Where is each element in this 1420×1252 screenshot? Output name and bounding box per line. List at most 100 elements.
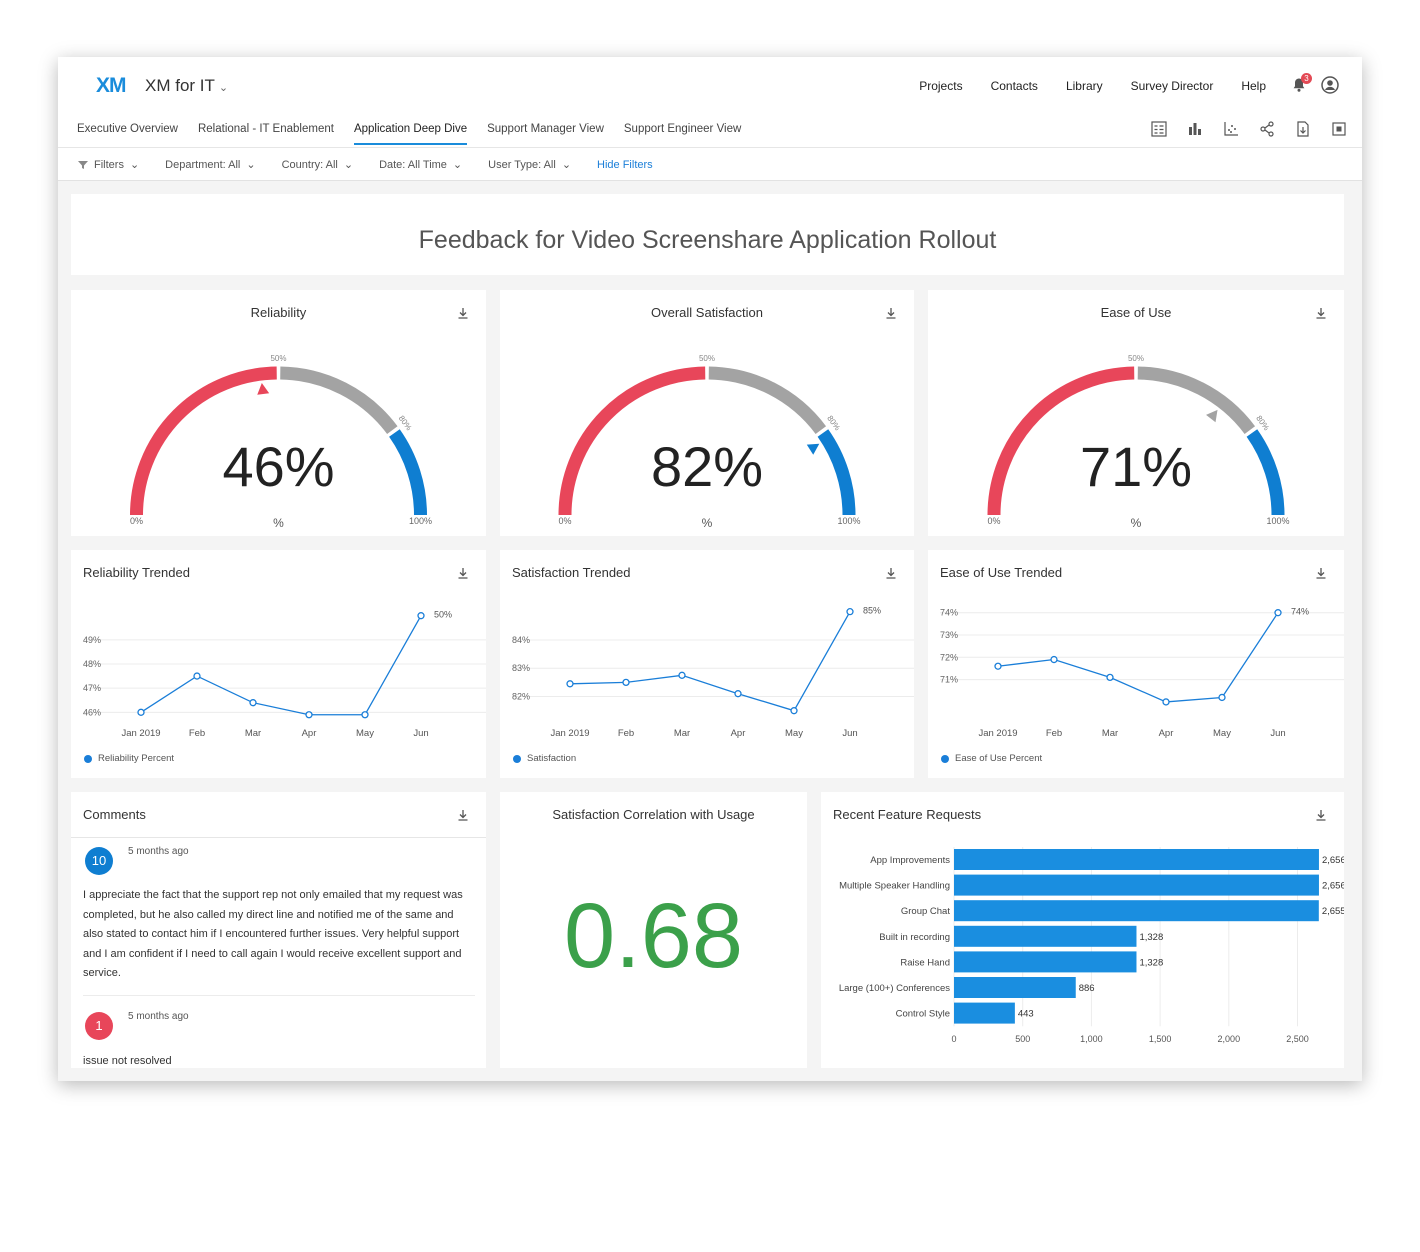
trend-panel-satisfaction: Satisfaction Trended 82% 83% 84% Jan 2019 Feb…: [500, 550, 914, 778]
data-point: [790, 707, 798, 715]
gauge-title: Ease of Use: [1100, 305, 1172, 320]
nav-projects[interactable]: Projects: [919, 79, 963, 93]
x-tick-label: Feb: [1046, 728, 1062, 739]
gauge-panel-ease-of-use: Ease of Use 0% 100% 50% 80% 71%%: [928, 290, 1344, 536]
nav-survey-director[interactable]: Survey Director: [1130, 79, 1214, 93]
data-point: [137, 708, 145, 716]
gauge-panel-reliability: Reliability 0% 100% 50% 80% 46%%: [71, 290, 486, 536]
x-tick-label: Jan 2019: [550, 728, 589, 739]
tab-support-manager-view[interactable]: Support Manager View: [487, 123, 604, 135]
nav-help[interactable]: Help: [1241, 79, 1266, 93]
trend-chart: 82% 83% 84% Jan 2019 Feb Mar Apr May Jun 85%: [512, 606, 914, 739]
score-avatar: 10: [85, 847, 113, 875]
dashboard-tabs: Executive Overview Relational - IT Enabl…: [77, 123, 741, 145]
legend-label: Satisfaction: [527, 753, 577, 764]
trend-title: Reliability Trended: [83, 565, 190, 580]
x-tick-label: 500: [1015, 1034, 1030, 1044]
gauge-title: Reliability: [250, 305, 307, 320]
series-line: [569, 611, 851, 712]
filter-user-type[interactable]: User Type: All ⌄: [488, 158, 571, 172]
download-icon[interactable]: [1315, 307, 1327, 319]
scatter-icon[interactable]: [1222, 120, 1240, 138]
filter-date[interactable]: Date: All Time ⌄: [379, 158, 463, 172]
comment-time: 5 months ago: [128, 846, 189, 857]
app-switcher[interactable]: XM for IT ⌄: [145, 76, 228, 96]
download-icon[interactable]: [457, 809, 469, 821]
gauge-mark-label: 80%: [397, 414, 414, 432]
correlation-value: 0.68: [563, 885, 744, 987]
legend: Reliability Percent: [84, 753, 174, 764]
share-icon[interactable]: [1258, 120, 1276, 138]
gauge-arc-red: [987, 366, 1135, 516]
gauge-chart: 0% 100% 50% 80%: [987, 354, 1289, 526]
tab-support-engineer-view[interactable]: Support Engineer View: [623, 123, 742, 135]
filters-toggle[interactable]: Filters ⌄: [78, 158, 139, 171]
nav-contacts[interactable]: Contacts: [990, 79, 1038, 93]
gauge-title: Overall Satisfaction: [651, 305, 763, 320]
bar-chart-icon[interactable]: [1186, 120, 1204, 138]
divider: [71, 837, 486, 838]
download-icon[interactable]: [457, 307, 469, 319]
filter-department[interactable]: Department: All ⌄: [165, 158, 255, 172]
gauge-chart: 0% 100% 50% 80%: [130, 354, 432, 526]
hide-filters-link[interactable]: Hide Filters: [597, 158, 653, 171]
download-icon[interactable]: [885, 307, 897, 319]
dashboard-window: XM XM for IT ⌄ Projects Contacts Library …: [58, 57, 1362, 1081]
nav-library[interactable]: Library: [1065, 79, 1103, 93]
trend-panel-reliability: Reliability Trended 46% 47% 48% 49% Jan 2019 F…: [71, 550, 486, 778]
download-icon[interactable]: [457, 567, 469, 579]
legend-swatch: [941, 754, 949, 763]
chevron-down-icon: ⌄: [218, 82, 229, 94]
export-icon[interactable]: [1294, 120, 1312, 138]
checklist-icon[interactable]: [1150, 120, 1168, 138]
correlation-panel: Satisfaction Correlation with Usage 0.68: [500, 792, 807, 1068]
xm-logo[interactable]: XM: [96, 74, 126, 97]
x-tick-label: 1,000: [1080, 1034, 1103, 1044]
tab-relational-it-enablement[interactable]: Relational - IT Enablement: [197, 123, 334, 135]
x-tick-label: May: [356, 728, 374, 739]
x-tick-label: Jun: [1270, 728, 1285, 739]
x-tick-label: 2,500: [1286, 1034, 1309, 1044]
filter-country[interactable]: Country: All ⌄: [282, 158, 353, 172]
download-icon[interactable]: [1315, 567, 1327, 579]
data-point: [1218, 693, 1226, 702]
gauge-max-label: 100%: [1266, 516, 1289, 526]
category-label: Multiple Speaker Handling: [839, 881, 950, 892]
fullscreen-icon[interactable]: [1330, 120, 1348, 138]
data-point: [417, 612, 425, 620]
chevron-down-icon: ⌄: [452, 159, 463, 171]
y-tick-label: 84%: [512, 635, 530, 645]
gauge-max-label: 100%: [837, 516, 860, 526]
x-tick-label: Apr: [302, 728, 317, 739]
correlation-title: Satisfaction Correlation with Usage: [552, 807, 755, 822]
y-tick-label: 48%: [83, 659, 101, 669]
x-tick-label: 2,000: [1218, 1034, 1241, 1044]
gauge-max-label: 100%: [409, 516, 432, 526]
data-label: 50%: [434, 610, 452, 620]
data-point: [361, 711, 369, 719]
gauge-value: 82%: [650, 435, 764, 498]
tab-application-deep-dive[interactable]: Application Deep Dive: [353, 123, 468, 145]
bar: [954, 925, 1137, 947]
data-label: 2,656: [1322, 881, 1344, 892]
data-point: [1050, 655, 1058, 664]
bar: [954, 849, 1319, 870]
legend-swatch: [84, 754, 92, 763]
banner-panel: Feedback for Video Screenshare Applicati…: [71, 194, 1344, 275]
gauge-arc-blue: [817, 429, 856, 516]
data-point: [846, 608, 854, 616]
x-tick-label: Mar: [674, 728, 690, 739]
download-icon[interactable]: [885, 567, 897, 579]
filters-label: Filters: [94, 158, 124, 171]
tab-executive-overview[interactable]: Executive Overview: [77, 123, 178, 135]
user-icon[interactable]: [1321, 76, 1339, 94]
x-tick-label: Jan 2019: [121, 728, 160, 739]
download-icon[interactable]: [1315, 809, 1327, 821]
x-tick-label: Jun: [413, 728, 428, 739]
gauge-arc-gray: [708, 366, 827, 435]
legend-swatch: [513, 754, 521, 763]
gauge-min-label: 0%: [558, 516, 571, 526]
x-tick-label: Mar: [245, 728, 261, 739]
category-label: Built in recording: [879, 932, 950, 943]
gauge-arc-blue: [389, 429, 427, 516]
